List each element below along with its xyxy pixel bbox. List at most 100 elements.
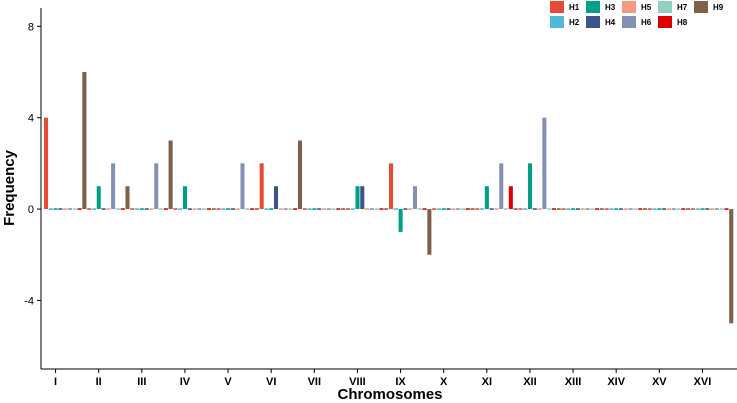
bar-h9-iv — [211, 208, 216, 210]
bar-h9-xiv — [642, 208, 648, 210]
legend-label-h4: H4 — [605, 18, 616, 27]
y-tick-label: 4 — [28, 113, 34, 125]
bar-h4-xiii — [575, 208, 580, 210]
x-tick-label: VI — [266, 376, 276, 388]
bar-h3-v — [226, 208, 231, 210]
bar-h8-xiv — [638, 208, 643, 210]
bar-h9-vi — [297, 140, 303, 210]
x-tick-label: IV — [180, 376, 191, 388]
bar-h9-v — [254, 208, 259, 210]
x-tick-label: XVI — [694, 376, 712, 388]
bar-h7-viii — [374, 208, 379, 210]
bar-h1-v — [216, 208, 221, 210]
bar-h5-vii — [321, 208, 326, 210]
bar-h1-ix — [389, 163, 394, 210]
bar-h7-v — [245, 208, 250, 210]
bar-h9-xii — [556, 208, 561, 210]
bar-h5-vi — [278, 208, 283, 210]
bar-h6-iv — [197, 208, 202, 210]
bar-h3-i — [53, 208, 58, 210]
legend-swatch-h4 — [586, 16, 600, 28]
bar-h3-x — [441, 208, 446, 210]
x-tick-label: XIII — [565, 376, 582, 388]
bar-h4-xi — [489, 208, 494, 210]
bar-h4-xiv — [619, 208, 624, 210]
x-tick-label: XI — [482, 376, 492, 388]
bar-h1-xi — [475, 208, 480, 210]
bar-h3-viii — [355, 186, 360, 210]
bar-h2-xiv — [609, 208, 614, 210]
bar-h1-i — [44, 117, 49, 210]
bar-h1-iii — [130, 208, 135, 210]
x-axis-ticks: I II III IV V VI VII VIII IX X XI XII XIII XIV XV XVI — [54, 369, 711, 388]
bar-h8-iii — [163, 208, 168, 210]
bar-h6-v — [240, 163, 245, 210]
bar-h7-xii — [547, 208, 552, 210]
bar-h8-xiii — [595, 208, 600, 210]
legend-swatch-h9 — [694, 1, 708, 13]
legend-label-h9: H9 — [713, 3, 724, 12]
bar-h1-xvi — [690, 208, 695, 210]
bar-h7-xiv — [633, 208, 638, 210]
x-tick-label: II — [96, 376, 102, 388]
bar-h7-x — [460, 208, 465, 210]
bar-h7-iii — [159, 208, 164, 210]
bar-h2-iv — [178, 208, 183, 210]
bars-group — [44, 71, 734, 324]
x-tick-label: VIII — [349, 376, 366, 388]
bar-h1-viii — [345, 208, 350, 210]
bar-h2-x — [436, 208, 441, 210]
bar-h8-xi — [508, 186, 513, 210]
bar-h5-xv — [666, 208, 671, 210]
bar-h8-ii — [120, 208, 125, 210]
bar-h7-ix — [417, 208, 422, 210]
bar-h3-vi — [269, 208, 274, 210]
x-tick-label: XII — [523, 376, 536, 388]
bar-h2-xiii — [566, 208, 571, 210]
bar-h9-iii — [168, 140, 173, 210]
bar-h4-iv — [187, 208, 192, 210]
bar-h6-x — [456, 208, 461, 210]
bar-h6-i — [67, 208, 73, 210]
bar-h5-xi — [494, 208, 499, 210]
bar-h9-viii — [384, 208, 389, 210]
bar-h5-iv — [192, 208, 197, 210]
bar-h3-xvi — [700, 208, 705, 210]
bar-h2-xi — [480, 208, 485, 210]
bar-h1-x — [432, 208, 437, 210]
bar-h3-iii — [139, 208, 144, 210]
bar-h5-xiii — [580, 208, 585, 210]
bar-h7-xvi — [719, 208, 724, 210]
legend: H1 H2 H3 H4 H5 H6 H7 H8 H9 — [550, 1, 724, 28]
bar-h7-i — [72, 208, 77, 210]
legend-swatch-h5 — [622, 1, 636, 13]
bar-h2-iii — [135, 208, 140, 210]
legend-swatch-h3 — [586, 1, 600, 13]
bar-h8-i — [77, 208, 82, 210]
bar-h5-x — [451, 208, 456, 210]
legend-label-h8: H8 — [677, 18, 688, 27]
bar-h8-ix — [422, 208, 427, 210]
x-axis-title: Chromosomes — [337, 386, 442, 403]
bar-h7-iv — [202, 208, 207, 210]
bar-h4-ii — [101, 208, 106, 210]
bar-h7-ii — [115, 208, 120, 210]
legend-swatch-h2 — [550, 16, 564, 28]
bar-h6-ii — [111, 163, 116, 210]
bar-h4-v — [230, 208, 235, 210]
bar-h1-vii — [302, 208, 307, 210]
bar-h4-vi — [274, 186, 279, 210]
bar-h9-ix — [427, 209, 432, 255]
bar-h5-v — [235, 208, 240, 210]
bar-h8-vi — [293, 208, 298, 210]
bar-h1-xiii — [561, 208, 566, 210]
bar-h8-xii — [551, 208, 556, 210]
bar-h8-iv — [206, 208, 211, 210]
x-tick-label: V — [224, 376, 232, 388]
bar-h3-xv — [657, 208, 662, 210]
bar-h6-xvi — [714, 208, 719, 210]
bar-h8-x — [465, 208, 470, 210]
bar-h7-xiii — [590, 208, 595, 210]
bar-h3-ii — [96, 186, 101, 210]
